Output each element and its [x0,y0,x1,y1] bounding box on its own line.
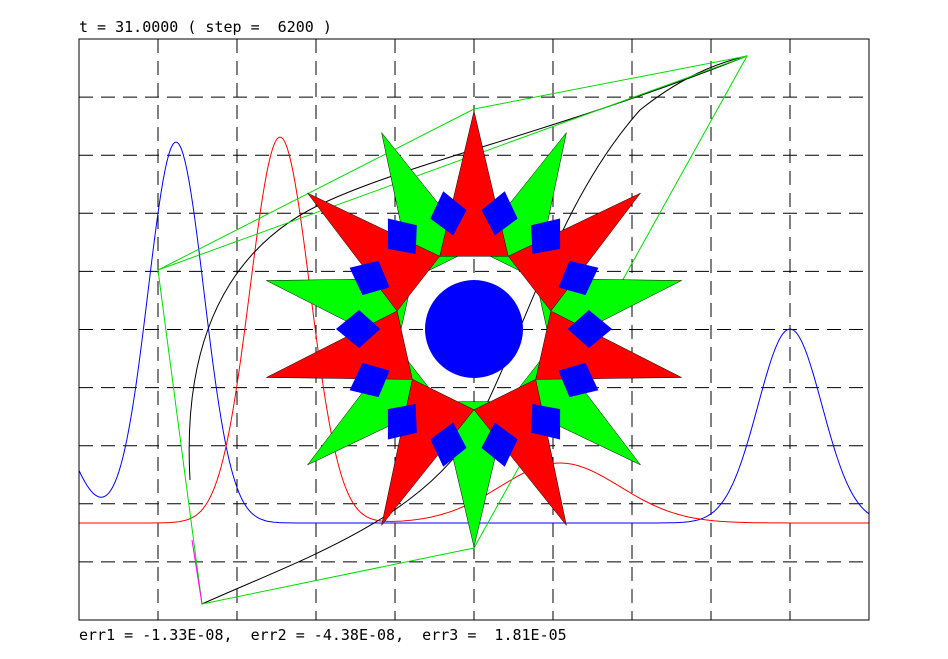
plot-frame [78,38,870,621]
star-tile [349,362,390,398]
star-tile [481,422,518,467]
status-text: t = 31.0000 ( step = 6200 ) [79,18,332,36]
star-spike [507,192,641,312]
star-tile [387,218,417,255]
star-center [425,280,523,378]
star [266,110,682,548]
star-tile [558,260,599,296]
star-tile [430,191,467,236]
star-tile [567,310,613,348]
error-text: err1 = -1.33E-08, err2 = -4.38E-08, err3… [79,626,567,644]
star-tile [349,260,390,296]
curve [191,539,203,605]
star-tile [335,310,381,348]
star-tile [481,191,518,236]
star-spike [307,192,441,312]
star-tile [531,218,561,255]
star-tile [558,362,599,398]
star-tile [531,403,561,440]
star-tile [430,422,467,467]
star-tile [387,403,417,440]
